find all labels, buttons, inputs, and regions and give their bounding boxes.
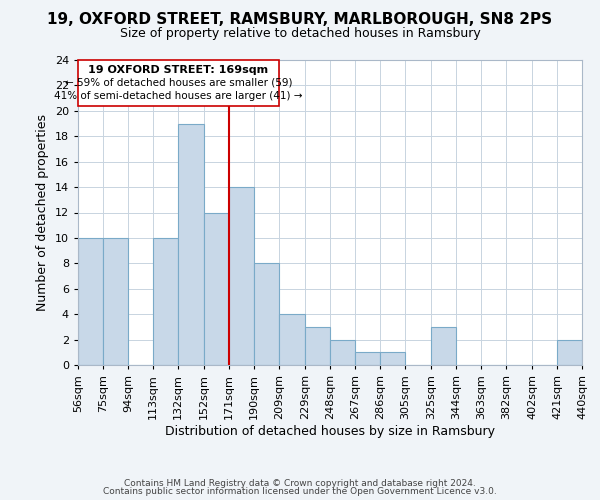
Bar	[380, 352, 405, 365]
Text: 19 OXFORD STREET: 169sqm: 19 OXFORD STREET: 169sqm	[88, 65, 268, 75]
FancyBboxPatch shape	[78, 60, 279, 106]
Bar	[204, 212, 229, 365]
Text: Contains HM Land Registry data © Crown copyright and database right 2024.: Contains HM Land Registry data © Crown c…	[124, 478, 476, 488]
Bar	[254, 264, 279, 365]
Bar	[355, 352, 380, 365]
Bar	[229, 187, 254, 365]
Bar	[305, 327, 330, 365]
Text: ← 59% of detached houses are smaller (59): ← 59% of detached houses are smaller (59…	[65, 78, 292, 88]
Text: Size of property relative to detached houses in Ramsbury: Size of property relative to detached ho…	[119, 28, 481, 40]
Bar	[178, 124, 204, 365]
Bar	[557, 340, 582, 365]
Y-axis label: Number of detached properties: Number of detached properties	[36, 114, 49, 311]
Text: Contains public sector information licensed under the Open Government Licence v3: Contains public sector information licen…	[103, 487, 497, 496]
X-axis label: Distribution of detached houses by size in Ramsbury: Distribution of detached houses by size …	[165, 424, 495, 438]
Bar	[103, 238, 128, 365]
Bar	[431, 327, 456, 365]
Text: 41% of semi-detached houses are larger (41) →: 41% of semi-detached houses are larger (…	[54, 90, 302, 101]
Bar	[153, 238, 178, 365]
Bar	[330, 340, 355, 365]
Bar	[78, 238, 103, 365]
Text: 19, OXFORD STREET, RAMSBURY, MARLBOROUGH, SN8 2PS: 19, OXFORD STREET, RAMSBURY, MARLBOROUGH…	[47, 12, 553, 28]
Bar	[279, 314, 305, 365]
